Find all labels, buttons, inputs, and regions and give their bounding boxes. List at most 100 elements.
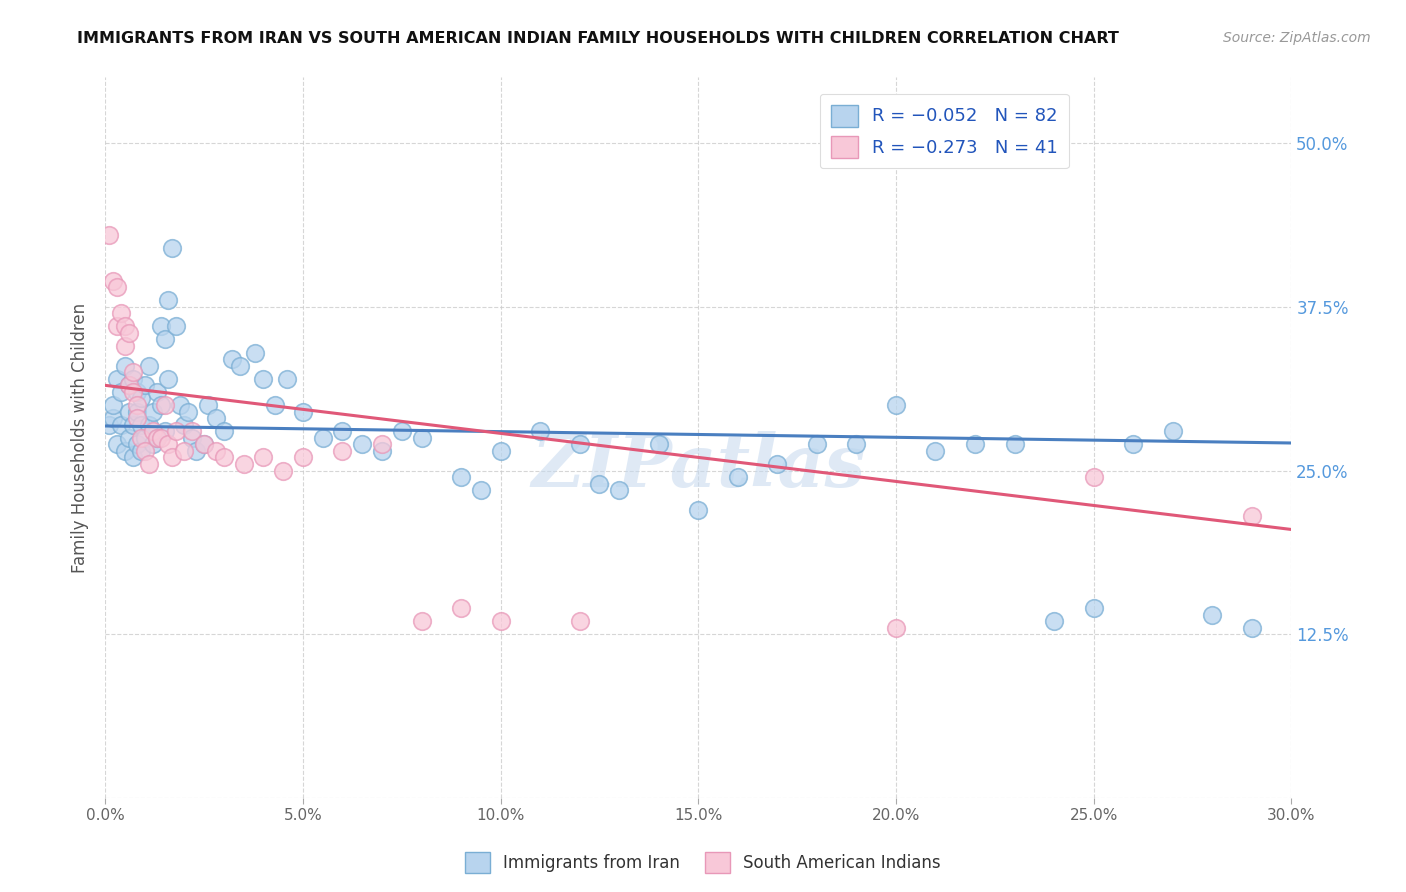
- Point: [1083, 470, 1105, 484]
- Point: [118, 378, 141, 392]
- Point: [110, 417, 132, 432]
- Point: [276, 372, 298, 386]
- Point: [122, 372, 145, 386]
- Point: [138, 417, 160, 432]
- Point: [101, 398, 124, 412]
- Point: [125, 398, 148, 412]
- Point: [411, 431, 433, 445]
- Point: [391, 424, 413, 438]
- Point: [153, 333, 176, 347]
- Point: [1240, 509, 1263, 524]
- Point: [122, 384, 145, 399]
- Point: [1004, 437, 1026, 451]
- Point: [181, 431, 204, 445]
- Point: [122, 365, 145, 379]
- Legend: R = −0.052   N = 82, R = −0.273   N = 41: R = −0.052 N = 82, R = −0.273 N = 41: [820, 94, 1069, 169]
- Point: [884, 621, 907, 635]
- Point: [145, 384, 167, 399]
- Point: [1201, 607, 1223, 622]
- Point: [118, 326, 141, 340]
- Point: [607, 483, 630, 498]
- Point: [169, 398, 191, 412]
- Point: [125, 437, 148, 451]
- Legend: Immigrants from Iran, South American Indians: Immigrants from Iran, South American Ind…: [458, 846, 948, 880]
- Point: [101, 273, 124, 287]
- Point: [162, 241, 184, 255]
- Point: [122, 450, 145, 465]
- Point: [197, 398, 219, 412]
- Point: [332, 443, 354, 458]
- Point: [162, 450, 184, 465]
- Point: [134, 431, 156, 445]
- Point: [291, 450, 314, 465]
- Point: [228, 359, 250, 373]
- Point: [1122, 437, 1144, 451]
- Point: [114, 339, 136, 353]
- Point: [1083, 601, 1105, 615]
- Point: [149, 319, 172, 334]
- Point: [648, 437, 671, 451]
- Point: [766, 457, 789, 471]
- Point: [125, 384, 148, 399]
- Point: [884, 398, 907, 412]
- Point: [105, 437, 128, 451]
- Point: [352, 437, 374, 451]
- Point: [271, 463, 294, 477]
- Point: [145, 431, 167, 445]
- Point: [311, 431, 333, 445]
- Point: [157, 372, 180, 386]
- Point: [149, 398, 172, 412]
- Point: [232, 457, 254, 471]
- Point: [134, 378, 156, 392]
- Point: [212, 450, 235, 465]
- Point: [205, 443, 228, 458]
- Point: [129, 431, 152, 445]
- Point: [727, 470, 749, 484]
- Point: [138, 457, 160, 471]
- Point: [963, 437, 986, 451]
- Point: [252, 450, 274, 465]
- Point: [568, 614, 591, 628]
- Point: [193, 437, 215, 451]
- Point: [470, 483, 492, 498]
- Point: [845, 437, 868, 451]
- Y-axis label: Family Households with Children: Family Households with Children: [72, 302, 89, 573]
- Point: [129, 417, 152, 432]
- Point: [245, 345, 267, 359]
- Point: [129, 392, 152, 406]
- Point: [110, 306, 132, 320]
- Point: [118, 431, 141, 445]
- Point: [142, 437, 165, 451]
- Point: [332, 424, 354, 438]
- Point: [173, 417, 195, 432]
- Point: [186, 443, 208, 458]
- Text: ZIPatlas: ZIPatlas: [531, 431, 865, 502]
- Point: [568, 437, 591, 451]
- Point: [1240, 621, 1263, 635]
- Text: Source: ZipAtlas.com: Source: ZipAtlas.com: [1223, 31, 1371, 45]
- Point: [138, 359, 160, 373]
- Point: [105, 319, 128, 334]
- Point: [806, 437, 828, 451]
- Point: [489, 443, 512, 458]
- Point: [118, 378, 141, 392]
- Point: [125, 411, 148, 425]
- Point: [142, 424, 165, 438]
- Text: IMMIGRANTS FROM IRAN VS SOUTH AMERICAN INDIAN FAMILY HOUSEHOLDS WITH CHILDREN CO: IMMIGRANTS FROM IRAN VS SOUTH AMERICAN I…: [77, 31, 1119, 46]
- Point: [122, 417, 145, 432]
- Point: [291, 404, 314, 418]
- Point: [157, 437, 180, 451]
- Point: [177, 404, 200, 418]
- Point: [114, 319, 136, 334]
- Point: [173, 443, 195, 458]
- Point: [181, 424, 204, 438]
- Point: [205, 411, 228, 425]
- Point: [371, 437, 394, 451]
- Point: [371, 443, 394, 458]
- Point: [688, 503, 710, 517]
- Point: [588, 476, 610, 491]
- Point: [529, 424, 551, 438]
- Point: [114, 359, 136, 373]
- Point: [125, 404, 148, 418]
- Point: [411, 614, 433, 628]
